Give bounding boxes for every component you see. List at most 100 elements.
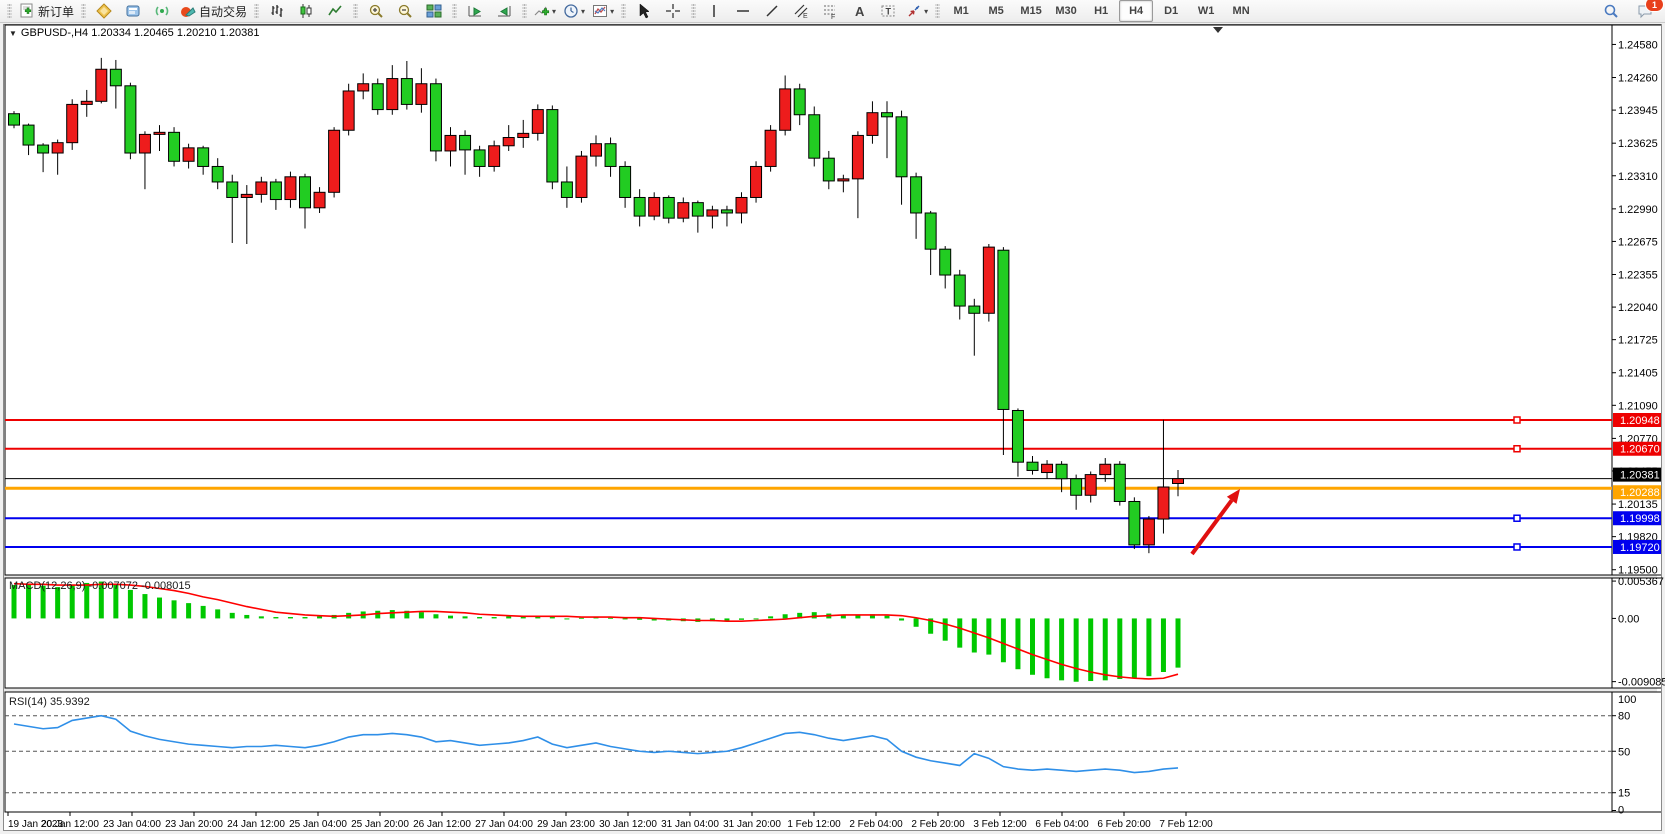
hline-handle[interactable] <box>1513 543 1521 551</box>
time-tick-label: 23 Jan 20:00 <box>165 819 223 830</box>
candle <box>328 127 341 198</box>
rsi-tick-label: 50 <box>1618 746 1630 758</box>
time-tick-label: 1 Feb 12:00 <box>787 819 841 830</box>
tile-windows-icon <box>426 3 442 19</box>
macd-histogram-bar <box>651 618 657 621</box>
notification-badge[interactable]: 1 <box>1645 0 1664 12</box>
candle <box>677 197 690 223</box>
macd-panel: MACD(12,26,9) -0.007072 -0.008015 0.00536… <box>9 576 1665 689</box>
macd-histogram-bar <box>1146 618 1152 677</box>
candle <box>517 119 530 148</box>
candle-body <box>881 112 893 118</box>
cursor-button[interactable] <box>630 0 658 22</box>
hline-handle[interactable] <box>1513 444 1521 453</box>
timeframe-m5-button[interactable]: M5 <box>988 5 1004 17</box>
candle-body <box>822 157 835 182</box>
macd-histogram-bar <box>506 616 512 619</box>
candle-body <box>779 88 792 131</box>
candle <box>590 135 602 167</box>
candle-body <box>328 129 341 193</box>
macd-histogram-bar <box>186 603 192 619</box>
arrows-button[interactable]: ▾ <box>903 0 931 22</box>
candle-body <box>488 145 501 167</box>
time-tick-label: 25 Jan 20:00 <box>351 819 409 830</box>
periods-button[interactable]: ▾ <box>560 0 588 22</box>
candle <box>895 110 908 205</box>
label-button[interactable]: T <box>874 0 902 22</box>
chat-button[interactable]: 1 <box>1631 0 1664 22</box>
signals-button[interactable] <box>148 0 176 22</box>
timeframe-m30-button[interactable]: M30 <box>1055 5 1077 17</box>
text-button[interactable]: A <box>845 0 873 22</box>
timeframe-h4-button[interactable]: H4 <box>1119 0 1154 22</box>
fibonacci-button[interactable]: F <box>816 0 844 22</box>
candle <box>1011 408 1024 477</box>
indicators-button[interactable]: ▾ <box>531 0 559 22</box>
panel-splitter[interactable] <box>4 688 1657 692</box>
arrow-annotation[interactable] <box>1190 489 1240 556</box>
metaeditor-button[interactable] <box>119 0 147 22</box>
line-chart-button[interactable] <box>321 0 349 22</box>
channel-button[interactable]: E <box>787 0 815 22</box>
hline-handle[interactable] <box>1513 514 1521 522</box>
chevron-down-icon[interactable]: ▾ <box>581 6 586 16</box>
chevron-down-icon[interactable]: ▾ <box>924 6 929 16</box>
vline-button[interactable] <box>700 0 728 22</box>
templates-button[interactable]: ▾ <box>589 0 617 22</box>
panel-splitter[interactable] <box>4 575 1657 578</box>
timeframe-m1-button[interactable]: M1 <box>953 5 969 17</box>
candle <box>51 139 64 175</box>
candle <box>255 176 268 203</box>
timeframe-h1-button[interactable]: H1 <box>1094 5 1109 17</box>
signals-icon <box>154 3 170 19</box>
crosshair-button[interactable] <box>659 0 687 22</box>
line-chart-icon <box>327 3 343 19</box>
symbol-dropdown-icon[interactable]: ▼ <box>9 28 17 38</box>
chevron-down-icon[interactable]: ▾ <box>552 6 557 16</box>
mql5-button[interactable] <box>90 0 118 22</box>
macd-histogram-bar <box>564 618 570 620</box>
macd-histogram-bar <box>491 617 497 619</box>
candle-body <box>968 305 981 314</box>
macd-histogram-bar <box>229 612 235 619</box>
candle-body <box>109 68 122 87</box>
timeframe-m15-button[interactable]: M15 <box>1020 5 1042 17</box>
price-line-label: 1.19998 <box>1613 511 1661 526</box>
trendline-button[interactable] <box>758 0 786 22</box>
candle-body <box>910 176 923 214</box>
new-order-button[interactable]: 新订单 <box>16 0 77 22</box>
hline-handle[interactable] <box>1513 416 1521 424</box>
price-axis[interactable]: 1.24580 1.24260 1.23945 1.23625 1.23310 1.229… <box>1612 39 1661 577</box>
candle <box>502 125 515 151</box>
rsi-tick-label: 100 <box>1618 694 1636 706</box>
zoom-in-button[interactable] <box>362 0 390 22</box>
candle-body <box>575 155 588 198</box>
candle <box>269 178 282 210</box>
search-button[interactable] <box>1597 0 1625 22</box>
chart-shift-button[interactable] <box>490 0 518 22</box>
toolbar-grip <box>935 3 941 19</box>
auto-scroll-button[interactable] <box>461 0 489 22</box>
tile-windows-button[interactable] <box>420 0 448 22</box>
candle <box>531 104 544 141</box>
time-tick-label: 6 Feb 20:00 <box>1097 819 1151 830</box>
candle <box>488 140 501 172</box>
candle-body <box>429 83 442 152</box>
hline-button[interactable] <box>729 0 757 22</box>
price-tick-label: 1.24260 <box>1618 73 1658 85</box>
timeframe-mn-button[interactable]: MN <box>1232 5 1250 17</box>
chevron-down-icon[interactable]: ▾ <box>610 6 615 16</box>
autotrade-button[interactable]: 自动交易 <box>177 0 250 22</box>
arrow-shaft <box>1190 499 1234 556</box>
candlestick-button[interactable] <box>292 0 320 22</box>
chart-shift-marker[interactable] <box>1213 27 1223 33</box>
timeframe-w1-button[interactable]: W1 <box>1197 5 1215 17</box>
zoom-out-button[interactable] <box>391 0 419 22</box>
candle-body <box>837 178 850 182</box>
candle-body <box>997 249 1010 410</box>
timeframe-d1-button[interactable]: D1 <box>1164 5 1179 17</box>
macd-histogram-bar <box>98 581 104 619</box>
bar-chart-button[interactable] <box>263 0 291 22</box>
